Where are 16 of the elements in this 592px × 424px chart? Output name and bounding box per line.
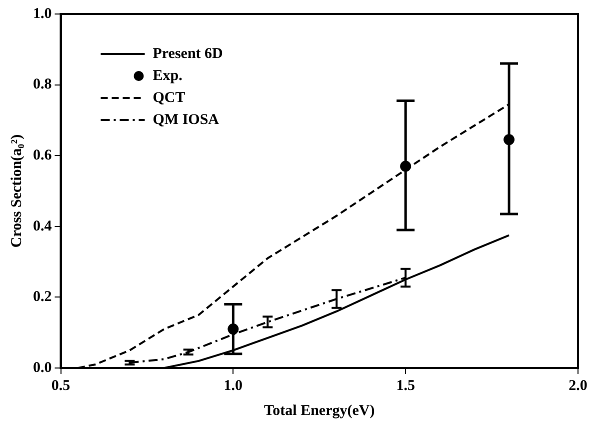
legend-label: QM IOSA [152,112,220,128]
legend-label: Exp. [152,68,183,84]
legend-label: QCT [152,90,186,106]
x-tick-label: 1.0 [224,378,243,394]
x-tick-label: 1.5 [396,378,415,394]
y-tick-label: 0.0 [33,360,52,376]
x-tick-label: 0.5 [51,378,70,394]
y-tick-label: 1.0 [33,6,52,22]
legend-label: Present 6D [152,46,224,62]
y-axis-title: Cross Section(a₀²) [8,134,25,248]
y-tick-label: 0.6 [33,147,52,164]
y-tick-label: 0.2 [33,289,52,306]
x-axis-title: Total Energy(eV) [264,402,375,419]
y-tick-label: 0.4 [33,218,52,234]
y-tick-label: 0.8 [33,76,52,93]
x-tick-label: 2.0 [568,378,588,394]
